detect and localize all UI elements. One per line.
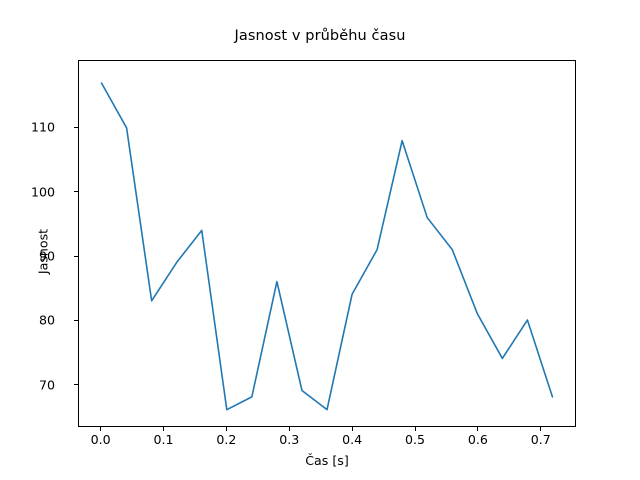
x-tick-mark [163, 427, 165, 431]
x-tick-label: 0.2 [216, 432, 237, 447]
x-tick-label: 0.3 [279, 432, 300, 447]
x-tick-mark [414, 427, 416, 431]
y-tick-label: 110 [30, 119, 55, 135]
line-series-svg [100, 82, 554, 411]
y-tick-label: 100 [30, 184, 55, 200]
y-tick-mark [74, 126, 78, 128]
line-series-path [100, 82, 554, 411]
x-tick-label: 0.5 [405, 432, 426, 447]
y-tick-mark [74, 319, 78, 321]
y-tick-label: 80 [38, 312, 55, 328]
x-tick-mark [225, 427, 227, 431]
x-tick-mark [540, 427, 542, 431]
chart-title: Jasnost v průběhu času [234, 28, 406, 44]
y-tick-mark [74, 191, 78, 193]
x-tick-label: 0.0 [90, 432, 111, 447]
plot-area [78, 60, 576, 427]
y-tick-label: 70 [38, 377, 55, 393]
x-tick-label: 0.1 [153, 432, 174, 447]
y-tick-mark [74, 255, 78, 257]
x-tick-mark [351, 427, 353, 431]
y-tick-label: 90 [38, 248, 55, 264]
x-tick-mark [100, 427, 102, 431]
x-tick-label: 0.4 [342, 432, 363, 447]
x-tick-label: 0.6 [467, 432, 488, 447]
x-tick-mark [288, 427, 290, 431]
x-tick-label: 0.7 [530, 432, 551, 447]
y-axis-label: Jasnost [35, 228, 51, 274]
x-tick-mark [477, 427, 479, 431]
x-axis-label: Čas [s] [305, 453, 349, 468]
y-tick-mark [74, 384, 78, 386]
